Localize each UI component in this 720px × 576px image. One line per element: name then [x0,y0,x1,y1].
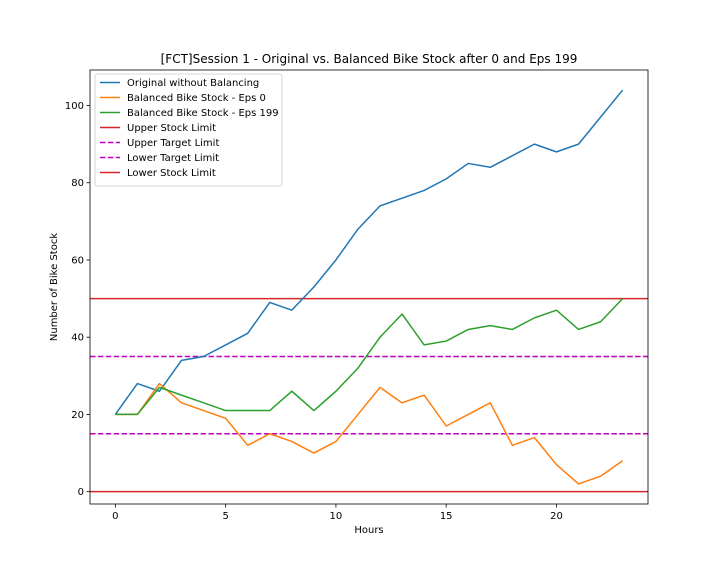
legend-label: Lower Target Limit [127,153,219,164]
plot-area: 0 5 10 15 20 0 20 40 60 80 100 [65,69,649,522]
chart-title: [FCT]Session 1 - Original vs. Balanced B… [161,52,578,66]
x-axis-label: Hours [354,525,383,536]
y-tick-label: 0 [78,487,84,498]
plot-frame [89,69,649,505]
series-line-1 [114,89,624,415]
x-tick-label: 10 [330,511,343,522]
x-tick-label: 5 [222,511,228,522]
legend-label: Balanced Bike Stock - Eps 0 [127,93,266,104]
legend: Original without Balancing Balanced Bike … [94,73,283,187]
series-line-3 [115,298,624,416]
legend-box [94,73,283,187]
series-line-2 [115,382,624,485]
legend-label: Original without Balancing [127,78,259,89]
y-tick-label: 100 [65,101,84,112]
legend-label: Upper Stock Limit [127,123,216,134]
legend-label: Upper Target Limit [127,138,219,149]
x-tick-label: 20 [550,511,563,522]
y-tick-label: 80 [71,178,84,189]
x-tick-label: 15 [440,511,453,522]
x-tick-label: 0 [112,511,118,522]
y-tick-label: 60 [71,255,84,266]
legend-label: Lower Stock Limit [127,168,216,179]
y-tick-label: 20 [71,410,84,421]
y-tick-label: 40 [71,333,84,344]
y-axis-label: Number of Bike Stock [49,233,60,341]
legend-label: Balanced Bike Stock - Eps 199 [127,108,279,119]
